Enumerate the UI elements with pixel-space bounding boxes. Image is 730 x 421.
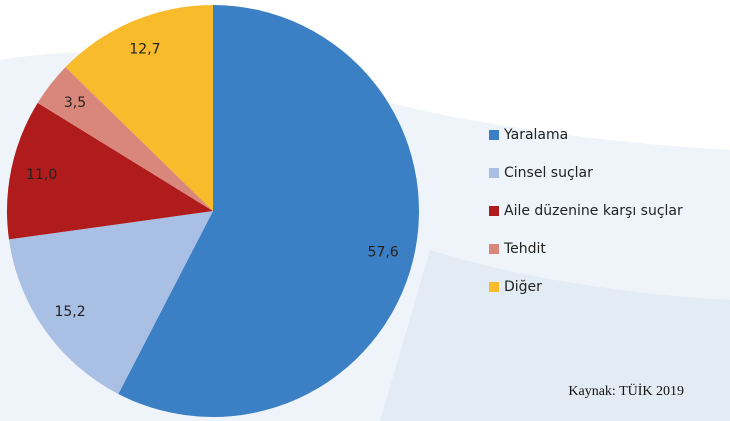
value-label: 11,0: [26, 167, 57, 183]
pie-slice: [118, 5, 420, 418]
pie-slice: [8, 211, 213, 394]
value-label: 15,2: [54, 304, 85, 320]
legend-label: Tehdit: [503, 241, 546, 257]
pie-slice: [6, 102, 213, 240]
legend-label: Cinsel suçlar: [504, 165, 593, 181]
pie-slice: [65, 5, 213, 211]
legend-swatch: [489, 206, 499, 216]
background-map: [380, 250, 730, 421]
legend-swatch: [489, 282, 499, 292]
pie-slice: [37, 67, 214, 212]
value-label: 57,6: [368, 244, 399, 260]
value-label: 3,5: [64, 95, 86, 111]
legend-label: Aile düzenine karşı suçlar: [504, 203, 683, 219]
legend-label: Diğer: [504, 279, 542, 295]
legend-swatch: [489, 130, 499, 140]
legend-swatch: [489, 244, 499, 254]
value-label: 12,7: [129, 42, 160, 58]
legend-swatch: [489, 168, 499, 178]
source-note: Kaynak: TÜİK 2019: [568, 382, 684, 399]
legend-label: Yaralama: [503, 127, 568, 143]
